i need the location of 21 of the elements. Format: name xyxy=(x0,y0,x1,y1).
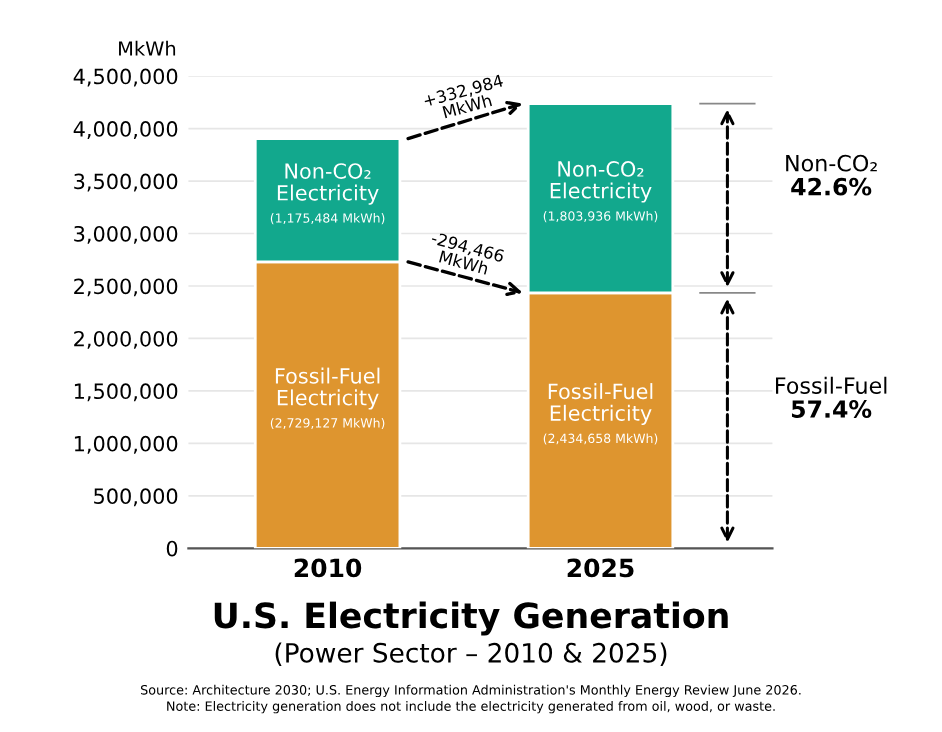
x-tick-label: 2010 xyxy=(294,558,362,578)
y-tick-label: 3,000,000 xyxy=(74,225,178,244)
y-tick-label: 2,000,000 xyxy=(74,330,178,349)
y-tick-label: 3,500,000 xyxy=(74,173,178,192)
text: (Power Sector – 2010 & 2025) xyxy=(275,642,667,666)
y-axis-title: MkWh xyxy=(119,40,176,56)
y-tick-label: 0 xyxy=(166,540,178,557)
y-tick-label: 500,000 xyxy=(94,488,178,507)
text: Non-CO₂ Electricity xyxy=(550,161,652,203)
series-label: Fossil-Fuel Electricity xyxy=(275,367,380,410)
text: U.S. Electricity Generation xyxy=(214,601,728,636)
y-tick-label: 2,500,000 xyxy=(74,278,178,297)
text: Non-CO₂ 42.6% xyxy=(786,154,877,196)
y-tick-label: 1,000,000 xyxy=(74,435,178,454)
x-tick-label: 2025 xyxy=(567,558,634,578)
y-tick-label: 4,000,000 xyxy=(73,121,178,139)
text: Fossil-Fuel 57.4% xyxy=(776,376,887,418)
text: Fossil-Fuel Electricity xyxy=(548,383,653,425)
series-label: Non-CO₂ Electricity xyxy=(277,163,379,205)
y-tick-label: 4,500,000 xyxy=(73,68,178,87)
y-tick-label: 1,500,000 xyxy=(74,383,178,402)
